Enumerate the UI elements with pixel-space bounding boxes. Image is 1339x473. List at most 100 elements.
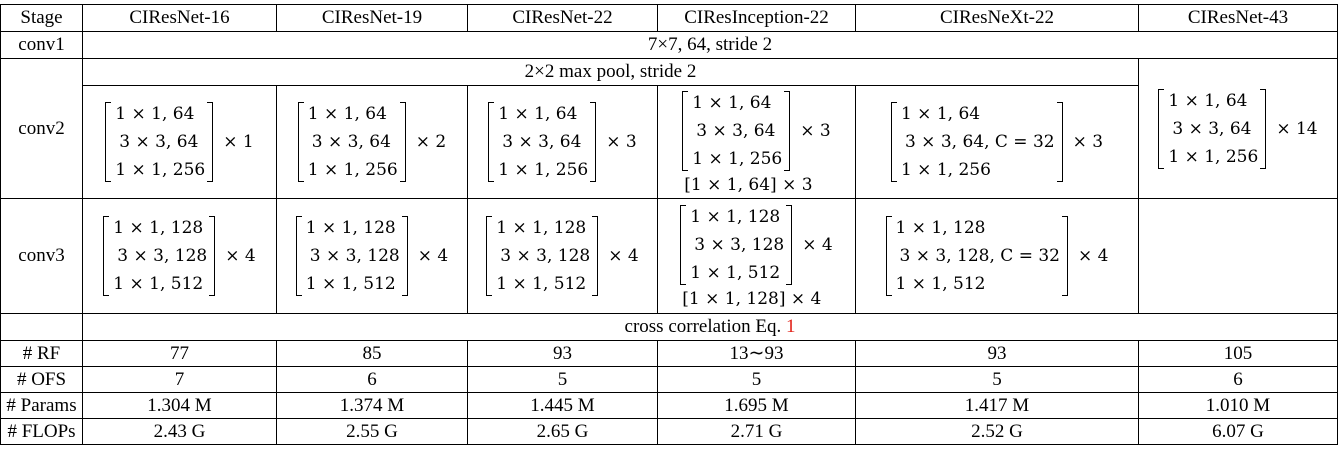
block-matrix: 1 × 1, 64 3 × 3, 64 1 × 1, 256 xyxy=(488,100,597,184)
maxpool-spec: 2×2 max pool, stride 2 xyxy=(82,58,1139,86)
matrix-row: 1 × 1, 512 xyxy=(496,274,587,294)
cross-correlation-row: cross correlation Eq. 1 xyxy=(0,313,1338,341)
block-matrix-group: 1 × 1, 64 3 × 3, 64 1 × 1, 256 × 3 xyxy=(488,100,637,184)
block-repeat: × 3 xyxy=(1072,132,1104,152)
conv2-label: conv2 xyxy=(0,58,83,199)
matrix-row: 3 × 3, 64, C = 32 xyxy=(904,132,1055,152)
block-repeat: × 4 xyxy=(225,246,256,266)
matrix-row: 3 × 3, 64 xyxy=(119,132,199,152)
matrix-row: 3 × 3, 64 xyxy=(1172,118,1252,139)
metric-label: # OFS xyxy=(0,366,83,393)
block-repeat: × 1 xyxy=(223,132,254,152)
maxpool-row: conv2 2×2 max pool, stride 2 1 × 1, 64 3 … xyxy=(0,58,1338,199)
conv2-block-cell: 1 × 1, 64 3 × 3, 64 1 × 1, 256 × 2 xyxy=(276,85,468,199)
conv3-block-cell: 1 × 1, 128 3 × 3, 128, C = 32 1 × 1, 512 × … xyxy=(855,198,1139,314)
cross-correlation-cell: cross correlation Eq. 1 xyxy=(82,313,1338,341)
metric-value: 77 xyxy=(82,340,277,367)
block-spec: 1 × 1, 64 3 × 3, 64 1 × 1, 256 × 1 xyxy=(105,100,254,184)
block-matrix: 1 × 1, 64 3 × 3, 64 1 × 1, 256 xyxy=(1158,87,1267,171)
block-matrix-group: 1 × 1, 64 3 × 3, 64 1 × 1, 256 × 14 xyxy=(1158,87,1318,171)
matrix-row: 1 × 1, 128 xyxy=(690,207,781,227)
conv3-block-cell: 1 × 1, 128 3 × 3, 128 1 × 1, 512 × 4 xyxy=(276,198,468,314)
matrix-row: 1 × 1, 64 xyxy=(307,104,387,124)
metric-value: 7 xyxy=(82,366,277,393)
metric-value: 5 xyxy=(467,366,658,393)
conv3-block-cell: 1 × 1, 128 3 × 3, 128 1 × 1, 512 × 4 xyxy=(467,198,658,314)
block-matrix: 1 × 1, 64 3 × 3, 64, C = 32 1 × 1, 256 xyxy=(890,100,1063,184)
metric-value: 1.304 M xyxy=(82,392,277,419)
model-header-cell: CIResNeXt-22 xyxy=(855,4,1139,32)
model-header-cell: CIResInception-22 xyxy=(657,4,856,32)
block-matrix-group: 1 × 1, 64 3 × 3, 64, C = 32 1 × 1, 256 × 3 xyxy=(890,100,1104,184)
metric-row: # FLOPs 2.43 G 2.55 G 2.65 G 2.71 G 2.52… xyxy=(0,418,1338,445)
metric-value: 1.445 M xyxy=(467,392,658,419)
metric-value: 5 xyxy=(657,366,856,393)
block-repeat: × 4 xyxy=(1077,246,1109,266)
block-repeat: × 4 xyxy=(802,235,833,255)
matrix-row: 3 × 3, 64 xyxy=(696,121,776,141)
matrix-row: 1 × 1, 64 xyxy=(1168,90,1248,111)
block-spec: 1 × 1, 64 3 × 3, 64 1 × 1, 256 × 14 xyxy=(1158,87,1318,171)
metric-value: 2.52 G xyxy=(855,418,1139,445)
cross-correlation-text: cross correlation Eq. xyxy=(624,316,782,337)
matrix-row: 3 × 3, 128 xyxy=(117,246,208,266)
block-matrix-group: 1 × 1, 64 3 × 3, 64 1 × 1, 256 × 1 xyxy=(105,100,254,184)
conv2-row: 1 × 1, 64 3 × 3, 64 1 × 1, 256 × 1 1 × 1, 6… xyxy=(1,85,1338,199)
conv3-label: conv3 xyxy=(0,198,83,314)
matrix-row: 1 × 1, 256 xyxy=(307,160,398,180)
block-spec: 1 × 1, 128 3 × 3, 128 1 × 1, 512 × 4 xyxy=(103,214,256,298)
metric-value: 1.374 M xyxy=(276,392,468,419)
matrix-row: 1 × 1, 64 xyxy=(498,104,578,124)
matrix-row: 1 × 1, 128 xyxy=(305,218,396,238)
metric-label: # Params xyxy=(0,392,83,419)
block-matrix: 1 × 1, 128 3 × 3, 128 1 × 1, 512 xyxy=(295,214,408,298)
block-matrix: 1 × 1, 128 3 × 3, 128 1 × 1, 512 xyxy=(680,203,793,287)
block-spec: 1 × 1, 64 3 × 3, 64 1 × 1, 256 × 2 xyxy=(297,100,447,184)
block-matrix-group: 1 × 1, 64 3 × 3, 64 1 × 1, 256 × 2 xyxy=(297,100,447,184)
empty-cell xyxy=(1138,198,1338,314)
matrix-row: 3 × 3, 128 xyxy=(500,246,591,266)
metric-value: 5 xyxy=(855,366,1139,393)
matrix-row: 1 × 1, 256 xyxy=(1168,146,1259,167)
matrix-row: 1 × 1, 512 xyxy=(305,274,396,294)
conv1-row: conv1 7×7, 64, stride 2 xyxy=(0,31,1338,59)
metric-value: 2.43 G xyxy=(82,418,277,445)
metric-row: # RF 77 85 93 13∼93 93 105 xyxy=(0,340,1338,367)
block-repeat: × 4 xyxy=(417,246,449,266)
metric-value: 93 xyxy=(467,340,658,367)
block-spec: 1 × 1, 128 3 × 3, 128, C = 32 1 × 1, 512 × … xyxy=(885,214,1109,298)
metric-value: 6 xyxy=(1138,366,1338,393)
matrix-row: 1 × 1, 256 xyxy=(692,149,783,169)
equation-reference-link[interactable]: 1 xyxy=(785,316,796,337)
metric-value: 105 xyxy=(1138,340,1338,367)
block-matrix-group: 1 × 1, 128 3 × 3, 128, C = 32 1 × 1, 512 × … xyxy=(885,214,1109,298)
metric-value: 2.55 G xyxy=(276,418,468,445)
block-repeat: × 4 xyxy=(608,246,639,266)
block-spec: 1 × 1, 128 3 × 3, 128 1 × 1, 512 × 4 xyxy=(486,214,639,298)
block-repeat: × 2 xyxy=(415,132,447,152)
metric-value: 6 xyxy=(276,366,468,393)
block-spec: 1 × 1, 64 3 × 3, 64 1 × 1, 256 × 3 [1 × 1, 6… xyxy=(682,89,831,195)
metric-row: # Params 1.304 M 1.374 M 1.445 M 1.695 M… xyxy=(0,392,1338,419)
block-matrix: 1 × 1, 64 3 × 3, 64 1 × 1, 256 xyxy=(297,100,406,184)
empty-stage-cell xyxy=(0,313,83,341)
metric-value: 1.010 M xyxy=(1138,392,1338,419)
stage-header: Stage xyxy=(0,4,83,32)
matrix-row: 3 × 3, 64 xyxy=(502,132,582,152)
block-matrix: 1 × 1, 64 3 × 3, 64 1 × 1, 256 xyxy=(105,100,214,184)
block-spec: 1 × 1, 128 3 × 3, 128 1 × 1, 512 × 4 xyxy=(295,214,449,298)
extra-layer-spec: [1 × 1, 64] × 3 xyxy=(684,175,813,195)
block-matrix: 1 × 1, 128 3 × 3, 128, C = 32 1 × 1, 512 xyxy=(885,214,1069,298)
matrix-row: 3 × 3, 128 xyxy=(694,235,785,255)
metric-row: # OFS 7 6 5 5 5 6 xyxy=(0,366,1338,393)
metric-value: 93 xyxy=(855,340,1139,367)
block-matrix-group: 1 × 1, 128 3 × 3, 128 1 × 1, 512 × 4 xyxy=(486,214,639,298)
block-repeat: × 14 xyxy=(1276,118,1318,139)
matrix-row: 1 × 1, 256 xyxy=(115,160,206,180)
matrix-row: 1 × 1, 512 xyxy=(113,274,204,294)
matrix-row: 1 × 1, 64 xyxy=(692,93,772,113)
model-header-cell: CIResNet-16 xyxy=(82,4,277,32)
conv3-row: conv3 1 × 1, 128 3 × 3, 128 1 × 1, 512 × 4 … xyxy=(0,198,1338,314)
architecture-table: Stage CIResNet-16 CIResNet-19 CIResNet-2… xyxy=(0,4,1338,445)
matrix-row: 1 × 1, 64 xyxy=(115,104,195,124)
